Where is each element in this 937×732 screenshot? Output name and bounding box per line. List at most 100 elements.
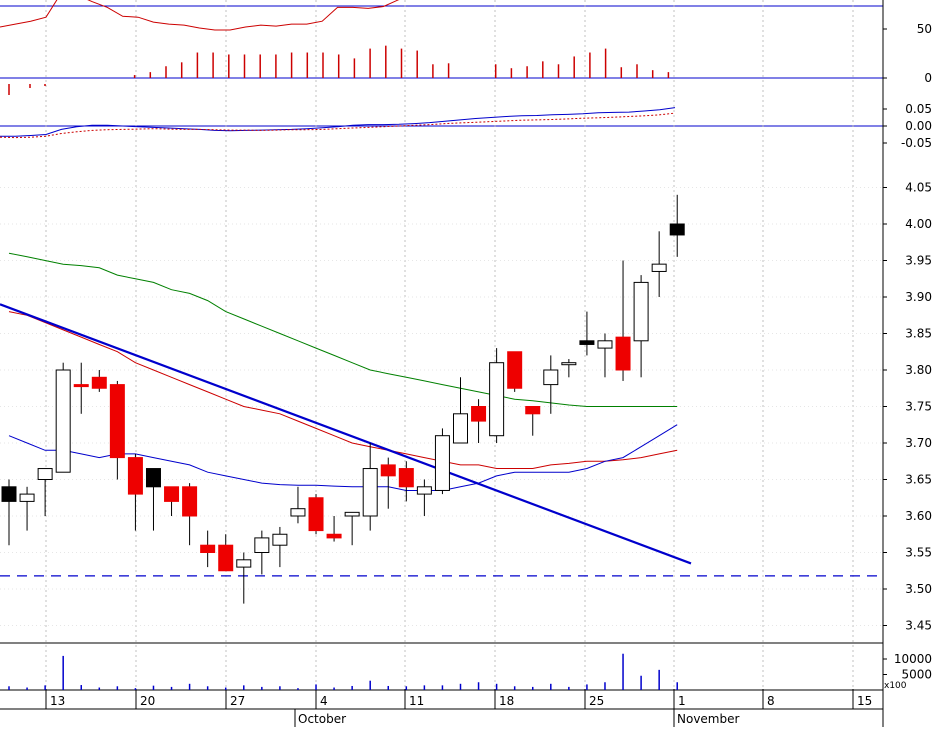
x-tick-label: 13 xyxy=(50,694,65,708)
candle-body xyxy=(561,362,577,366)
candle xyxy=(272,526,288,568)
candle-body xyxy=(182,486,198,517)
month-label: November xyxy=(677,712,739,726)
candle xyxy=(507,351,523,392)
x-tick-label: 11 xyxy=(409,694,424,708)
candle-body xyxy=(109,384,125,459)
candle-body xyxy=(272,533,288,546)
candle-body xyxy=(254,537,270,554)
candle-body xyxy=(525,406,541,415)
candle xyxy=(109,380,125,480)
candle-body xyxy=(326,533,342,539)
candle-body xyxy=(434,435,450,491)
candle xyxy=(127,453,143,531)
macd-signal-line xyxy=(0,112,676,139)
candle-body xyxy=(37,468,53,480)
candle-body xyxy=(651,263,667,272)
candle-body xyxy=(669,223,685,236)
candle xyxy=(344,511,360,546)
moving-average-green xyxy=(8,252,678,407)
month-label: October xyxy=(298,712,346,726)
price-y-tick-label: 3.55 xyxy=(905,546,932,560)
candle xyxy=(453,377,468,444)
moving-average-blue xyxy=(8,424,678,491)
macd-line xyxy=(0,107,676,137)
osc-y-tick-label: 0 xyxy=(924,71,932,85)
candle-body xyxy=(127,457,143,495)
candle xyxy=(471,399,487,443)
candle-body xyxy=(218,544,234,572)
candle-body xyxy=(471,406,487,422)
candle xyxy=(416,479,432,516)
macd-y-tick-label: 0.00 xyxy=(905,119,932,133)
price-y-tick-label: 3.70 xyxy=(905,436,932,450)
candle xyxy=(290,486,306,524)
candle xyxy=(91,370,107,392)
x-tick-label: 1 xyxy=(678,694,686,708)
candle xyxy=(362,443,378,531)
candle xyxy=(543,355,559,414)
candle xyxy=(525,406,541,436)
macd-y-tick-label: 0.05 xyxy=(905,102,932,116)
price-y-tick-label: 3.90 xyxy=(905,290,932,304)
price-y-tick-label: 3.65 xyxy=(905,473,932,487)
x-tick-label: 27 xyxy=(230,694,245,708)
candle-body xyxy=(290,508,306,517)
candle-body xyxy=(344,511,360,517)
candle-body xyxy=(236,559,252,568)
candle xyxy=(19,486,35,531)
candle-body xyxy=(579,340,595,345)
osc-y-tick-label: 50 xyxy=(917,22,932,36)
candle-body xyxy=(73,384,89,388)
candle-body xyxy=(489,362,505,437)
candle-body xyxy=(597,340,613,349)
oscillator-line xyxy=(0,0,400,31)
candle-body xyxy=(453,413,468,444)
candle xyxy=(579,311,595,356)
x-tick-label: 4 xyxy=(320,694,328,708)
candle-body xyxy=(615,336,631,371)
price-y-tick-label: 3.80 xyxy=(905,363,932,377)
candle xyxy=(308,494,324,535)
candle xyxy=(73,362,89,414)
candle xyxy=(380,457,396,509)
moving-average-red xyxy=(8,311,678,469)
candle xyxy=(597,333,613,378)
candle xyxy=(434,428,450,495)
candle xyxy=(200,530,216,568)
candle xyxy=(145,468,161,531)
candle-body xyxy=(416,486,432,495)
volume-y-tick-label: 10000 xyxy=(894,652,932,666)
candle-body xyxy=(145,468,161,488)
candle xyxy=(615,260,631,381)
candle-body xyxy=(91,376,107,389)
price-y-tick-label: 3.60 xyxy=(905,509,932,523)
candle xyxy=(254,530,270,575)
candle xyxy=(669,194,685,257)
candle xyxy=(633,275,649,378)
volume-unit-label: x100 xyxy=(884,681,907,691)
x-tick-label: 20 xyxy=(140,694,155,708)
x-tick-label: 18 xyxy=(499,694,514,708)
candle-body xyxy=(308,497,324,532)
candle xyxy=(182,483,198,546)
candle-body xyxy=(398,468,414,488)
price-y-tick-label: 4.00 xyxy=(905,217,932,231)
price-y-tick-label: 3.50 xyxy=(905,582,932,596)
price-y-tick-label: 3.45 xyxy=(905,619,932,633)
candle xyxy=(326,516,342,542)
price-y-tick-label: 3.95 xyxy=(905,254,932,268)
price-y-tick-label: 3.75 xyxy=(905,400,932,414)
candle xyxy=(164,486,180,516)
candle xyxy=(236,552,252,604)
candle-body xyxy=(543,369,559,386)
candle xyxy=(218,534,234,572)
downtrend-line xyxy=(0,303,692,565)
candle xyxy=(489,348,505,443)
macd-y-tick-label: -0.05 xyxy=(901,136,932,150)
price-y-tick-label: 4.05 xyxy=(905,181,932,195)
candle-body xyxy=(55,369,71,473)
x-tick-label: 25 xyxy=(589,694,604,708)
